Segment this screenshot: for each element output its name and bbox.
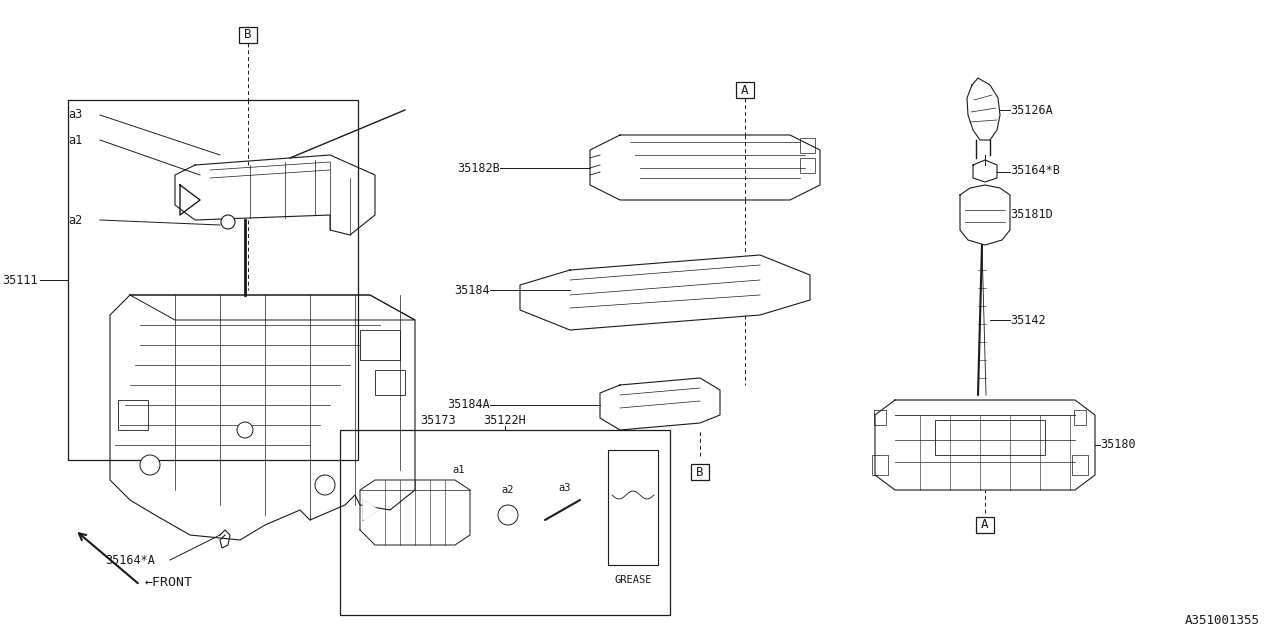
Bar [360, 330, 399, 360]
Text: ←FRONT: ←FRONT [145, 575, 193, 589]
Text: 35181D: 35181D [1010, 209, 1052, 221]
Bar [800, 158, 815, 173]
Bar [800, 138, 815, 153]
Text: a1: a1 [452, 465, 465, 475]
Bar [872, 455, 888, 475]
Polygon shape [180, 185, 200, 215]
Text: A: A [982, 518, 988, 531]
Bar [239, 27, 257, 43]
Text: a2: a2 [502, 485, 515, 495]
Text: a3: a3 [68, 109, 82, 122]
Bar [874, 410, 886, 425]
Text: B: B [696, 465, 704, 479]
Bar [68, 100, 358, 460]
Text: 35180: 35180 [1100, 438, 1135, 451]
Text: B: B [244, 29, 252, 42]
Text: 35164*B: 35164*B [1010, 163, 1060, 177]
Bar [977, 517, 995, 533]
Text: a3: a3 [559, 483, 571, 493]
Polygon shape [364, 500, 378, 520]
Circle shape [140, 455, 160, 475]
Bar [736, 82, 754, 98]
Text: 35182B: 35182B [457, 161, 500, 175]
Bar [934, 420, 1044, 455]
Bar [608, 450, 658, 565]
Text: 35173: 35173 [420, 413, 456, 426]
Text: 35164*A: 35164*A [105, 554, 155, 566]
Text: 35126A: 35126A [1010, 104, 1052, 116]
Bar [691, 464, 709, 480]
Text: A: A [741, 83, 749, 97]
Text: GREASE: GREASE [614, 575, 652, 585]
Text: a1: a1 [68, 134, 82, 147]
Text: A351001355: A351001355 [1185, 614, 1260, 627]
Circle shape [315, 475, 335, 495]
Text: 35111: 35111 [3, 273, 38, 287]
Bar [1074, 410, 1085, 425]
Circle shape [498, 505, 518, 525]
Bar [1073, 455, 1088, 475]
Bar [375, 370, 404, 395]
Text: 35142: 35142 [1010, 314, 1046, 326]
Circle shape [237, 422, 253, 438]
Text: 35184: 35184 [454, 284, 490, 296]
Text: a2: a2 [68, 214, 82, 227]
Circle shape [221, 215, 236, 229]
Text: 35122H: 35122H [484, 413, 526, 426]
Bar [118, 400, 148, 430]
Text: 35184A: 35184A [447, 399, 490, 412]
Bar [340, 430, 669, 615]
